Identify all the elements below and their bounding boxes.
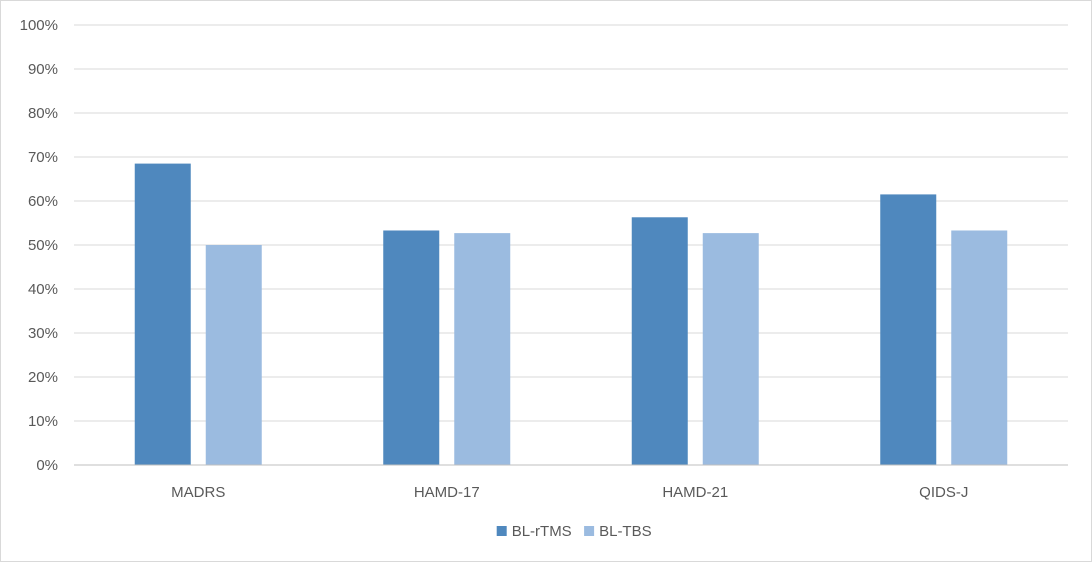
bar-bl-tbs-qids-j bbox=[951, 230, 1008, 465]
y-tick-label: 40% bbox=[28, 281, 58, 298]
x-tick-label: MADRS bbox=[171, 484, 225, 501]
bar-bl-rtms-madrs bbox=[134, 163, 191, 465]
x-tick-label: HAMD-21 bbox=[662, 484, 728, 501]
legend-label: BL-TBS bbox=[599, 523, 652, 540]
legend-item: BL-TBS bbox=[584, 523, 652, 540]
legend-item: BL-rTMS bbox=[496, 523, 572, 540]
legend: BL-rTMS BL-TBS bbox=[496, 523, 652, 540]
legend-label: BL-rTMS bbox=[512, 523, 572, 540]
legend-swatch bbox=[496, 526, 507, 536]
y-tick-label: 70% bbox=[28, 149, 58, 166]
y-tick-label: 30% bbox=[28, 325, 58, 342]
bar-bl-rtms-hamd-21 bbox=[631, 217, 688, 465]
y-tick-label: 60% bbox=[28, 193, 58, 210]
x-tick-label: QIDS-J bbox=[919, 484, 968, 501]
x-tick-label: HAMD-17 bbox=[414, 484, 480, 501]
bar-bl-rtms-qids-j bbox=[880, 194, 937, 465]
y-axis-tick-labels: 0% 10% 20% 30% 40% 50% 60% 70% 80% 90% 100% bbox=[20, 17, 58, 474]
y-tick-label: 0% bbox=[36, 457, 58, 474]
y-tick-label: 10% bbox=[28, 413, 58, 430]
bar-bl-tbs-madrs bbox=[205, 245, 262, 465]
x-axis: MADRS HAMD-17 HAMD-21 QIDS-J bbox=[74, 464, 1068, 501]
legend-swatch bbox=[584, 526, 595, 536]
y-tick-label: 80% bbox=[28, 105, 58, 122]
y-tick-label: 100% bbox=[20, 17, 58, 34]
y-tick-label: 50% bbox=[28, 237, 58, 254]
bar-bl-rtms-hamd-17 bbox=[383, 230, 440, 465]
y-tick-label: 90% bbox=[28, 61, 58, 78]
bars bbox=[134, 163, 1008, 465]
y-tick-label: 20% bbox=[28, 369, 58, 386]
bar-bl-tbs-hamd-21 bbox=[702, 233, 759, 465]
bar-bl-tbs-hamd-17 bbox=[454, 233, 511, 465]
